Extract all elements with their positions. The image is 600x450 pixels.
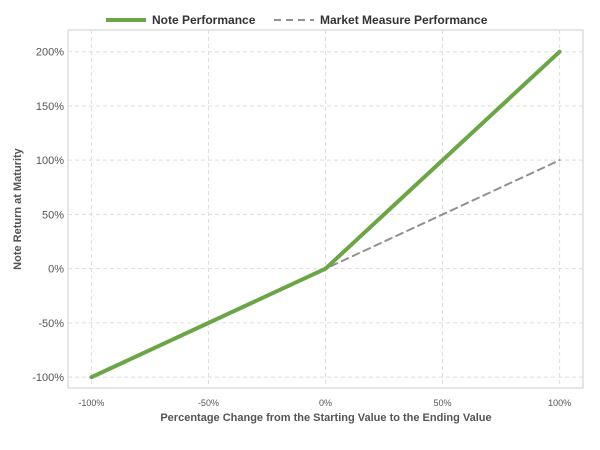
y-axis-title: Note Return at Maturity xyxy=(12,147,24,270)
x-tick-label: 100% xyxy=(548,398,571,408)
legend: Note Performance Market Measure Performa… xyxy=(106,13,488,27)
x-tick-label: -100% xyxy=(78,398,104,408)
x-tick-label: -50% xyxy=(198,398,219,408)
x-tick-label: 50% xyxy=(434,398,452,408)
series-lines xyxy=(89,49,562,380)
grid-lines xyxy=(68,30,583,388)
x-axis-ticks: -100% -50% 0% 50% 100% xyxy=(78,398,571,408)
y-tick-label: -100% xyxy=(32,372,64,384)
series-line-note-performance xyxy=(89,49,562,380)
y-tick-label: -50% xyxy=(38,318,64,330)
x-axis-title: Percentage Change from the Starting Valu… xyxy=(160,412,491,424)
legend-label-market-measure-performance: Market Measure Performance xyxy=(320,13,488,27)
y-tick-label: 200% xyxy=(36,47,64,59)
y-axis-ticks: -100% -50% 0% 50% 100% 150% 200% xyxy=(32,47,64,384)
y-tick-label: 150% xyxy=(36,101,64,113)
y-tick-label: 100% xyxy=(36,155,64,167)
legend-label-note-performance: Note Performance xyxy=(152,13,256,27)
y-tick-label: 50% xyxy=(42,209,64,221)
y-tick-label: 0% xyxy=(48,264,64,276)
x-tick-label: 0% xyxy=(319,398,332,408)
